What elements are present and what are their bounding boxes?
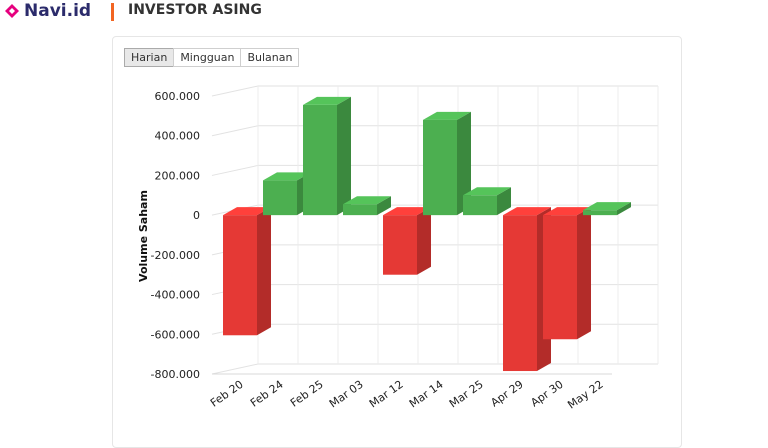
x-tick-label: Feb 20 xyxy=(208,378,246,410)
y-axis-labels: 600.000 400.000 200.000 0 -200.000 -400.000 -6… xyxy=(151,90,200,381)
y-tick-label: -400.000 xyxy=(151,289,200,302)
brand-logo[interactable]: Navi.id xyxy=(4,0,91,22)
bar-top xyxy=(303,96,351,105)
bar-top xyxy=(423,111,471,120)
bar-side xyxy=(337,96,351,216)
bar-front xyxy=(503,215,537,372)
brand-name: Navi.id xyxy=(24,1,92,21)
y-tick-label: -800.000 xyxy=(151,368,200,381)
bar-front xyxy=(223,215,257,336)
tab-bulanan[interactable]: Bulanan xyxy=(240,48,300,67)
grid-line xyxy=(211,363,259,375)
bar-side xyxy=(577,207,591,340)
x-tick-label: Mar 03 xyxy=(327,378,366,411)
period-tabs: Harian Mingguan Bulanan xyxy=(124,48,300,67)
bar[interactable] xyxy=(303,96,351,216)
bar-side xyxy=(257,207,271,336)
bar-top xyxy=(383,207,431,216)
bar-front xyxy=(543,215,577,340)
bar[interactable] xyxy=(503,207,551,372)
bar[interactable] xyxy=(343,196,391,216)
bar-top xyxy=(223,207,271,216)
bar-front xyxy=(343,204,377,216)
bar-side xyxy=(377,196,391,216)
bar-front xyxy=(583,210,617,216)
grid-line xyxy=(211,85,259,97)
chart-bars xyxy=(223,96,631,372)
bar-top xyxy=(543,207,591,216)
x-tick-label: Feb 25 xyxy=(288,378,326,410)
bar-side xyxy=(457,111,471,216)
x-tick-label: Mar 25 xyxy=(447,378,486,411)
volume-chart: 600.000 400.000 200.000 0 -200.000 -400.000 -6… xyxy=(137,85,659,412)
y-tick-label: -200.000 xyxy=(151,249,200,262)
bar[interactable] xyxy=(223,207,271,336)
x-tick-label: Apr 29 xyxy=(488,378,525,410)
bar-side xyxy=(617,202,631,216)
bar-top xyxy=(503,207,551,216)
y-tick-label: 400.000 xyxy=(155,130,201,143)
y-axis-title: Volume Saham xyxy=(137,190,150,282)
bar-front xyxy=(303,104,337,216)
bar-front xyxy=(383,215,417,275)
bar-side xyxy=(417,207,431,275)
bar-side xyxy=(497,187,511,216)
bar[interactable] xyxy=(543,207,591,340)
y-tick-label: -600.000 xyxy=(151,328,200,341)
bar-top xyxy=(343,196,391,205)
bar[interactable] xyxy=(423,111,471,216)
y-tick-label: 0 xyxy=(193,209,200,222)
grid-line xyxy=(211,164,259,176)
bar-front xyxy=(423,119,457,216)
bar-front xyxy=(463,195,497,216)
bar[interactable] xyxy=(463,187,511,216)
grid-line xyxy=(211,125,259,137)
x-tick-label: Feb 24 xyxy=(248,378,286,410)
x-tick-label: Mar 14 xyxy=(407,378,446,411)
bar-top xyxy=(583,202,631,211)
bar-front xyxy=(263,180,297,216)
section-accent-bar xyxy=(111,3,114,21)
x-tick-label: Apr 30 xyxy=(528,378,565,410)
y-tick-label: 600.000 xyxy=(155,90,201,103)
section-title: INVESTOR ASING xyxy=(128,2,262,18)
bar[interactable] xyxy=(383,207,431,275)
bar[interactable] xyxy=(583,202,631,216)
x-tick-label: Mar 12 xyxy=(367,378,406,411)
bar-top xyxy=(263,172,311,181)
bar-top xyxy=(463,187,511,196)
diamond-icon xyxy=(5,4,19,18)
x-tick-label: May 22 xyxy=(565,378,605,412)
y-tick-label: 200.000 xyxy=(155,169,201,182)
x-axis-labels: Feb 20 Feb 24 Feb 25 Mar 03 Mar 12 Mar 14 Mar … xyxy=(208,378,606,412)
